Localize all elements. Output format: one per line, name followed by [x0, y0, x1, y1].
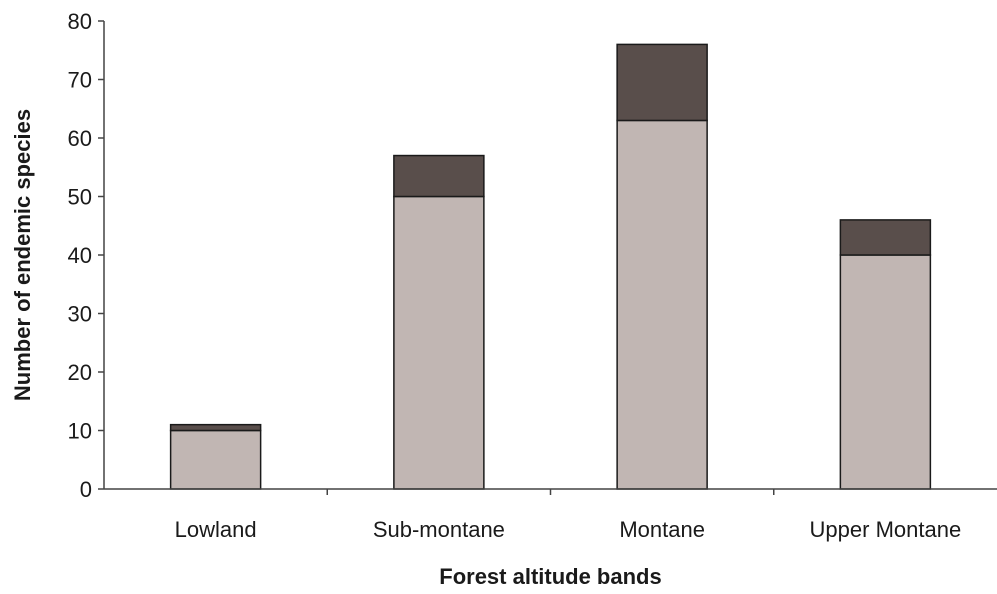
y-tick-label: 50	[68, 185, 92, 210]
y-tick-label: 60	[68, 126, 92, 151]
y-axis-title: Number of endemic species	[10, 109, 35, 401]
bar-segment-series-2	[393, 154, 485, 198]
bar-segment-series-2	[169, 423, 262, 432]
y-tick-label: 40	[68, 243, 92, 268]
bar-segment-series-1	[616, 119, 708, 490]
x-tick-label: Montane	[619, 517, 705, 542]
y-tick-label: 0	[80, 477, 92, 502]
bar-segment-series-1	[393, 195, 485, 490]
x-tick-label: Upper Montane	[810, 517, 962, 542]
x-tick-label: Sub-montane	[373, 517, 505, 542]
y-ticks-group: 0 10 20 30 40 50 60 70 80	[68, 9, 104, 502]
x-ticks-group: Lowland Sub-montane Montane Upper Montane	[175, 489, 962, 542]
bar-segment-series-1	[169, 429, 262, 490]
y-tick-label: 20	[68, 360, 92, 385]
y-tick-label: 10	[68, 419, 92, 444]
y-tick-label: 80	[68, 9, 92, 34]
bar-segment-series-2	[839, 219, 932, 256]
y-tick-label: 30	[68, 302, 92, 327]
bar-segment-series-1	[839, 254, 932, 490]
bars-group	[169, 43, 932, 490]
x-tick-label: Lowland	[175, 517, 257, 542]
y-tick-label: 70	[68, 68, 92, 93]
bar-segment-series-2	[616, 43, 708, 122]
x-axis-title: Forest altitude bands	[439, 564, 661, 589]
